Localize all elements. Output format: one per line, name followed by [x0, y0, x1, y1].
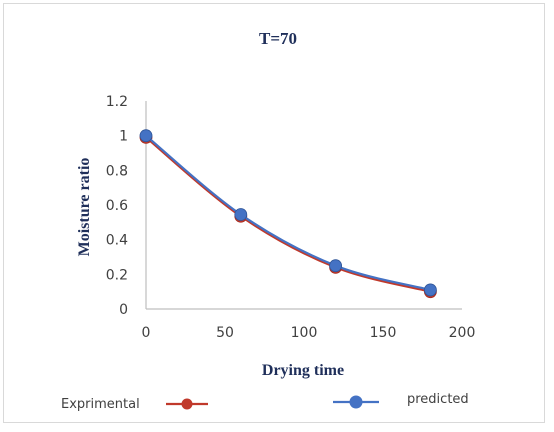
chart-frame [3, 3, 545, 423]
x-tick-label: 0 [142, 325, 151, 341]
legend-label-predicted: predicted [407, 392, 469, 407]
legend: Exprimental predicted [61, 392, 469, 412]
data-point-predicted [423, 283, 437, 297]
data-point-predicted [139, 129, 153, 143]
series-layer [139, 129, 437, 299]
y-tick-label: 0.2 [106, 267, 128, 283]
legend-marker-predicted [349, 395, 363, 409]
x-tick-label: 200 [449, 325, 476, 341]
y-tick-label: 0.4 [106, 233, 128, 249]
series-line-exprimental [145, 136, 431, 293]
x-axis-title: Drying time [262, 362, 344, 379]
y-tick-label: 0 [119, 302, 128, 318]
x-tick-label: 50 [216, 325, 234, 341]
x-tick-label: 100 [291, 325, 318, 341]
y-tick-label: 1 [119, 129, 128, 145]
x-tick-label: 150 [370, 325, 397, 341]
data-point-predicted [234, 208, 248, 221]
axes [145, 101, 462, 310]
chart-title: T=70 [259, 29, 297, 48]
y-tick-label: 1.2 [106, 94, 128, 110]
tick-labels: 0 50 100 150 200 0 0.2 0.4 0.6 0.8 1 1.2 [106, 94, 476, 341]
series-line-predicted [145, 134, 431, 291]
y-tick-label: 0.8 [106, 163, 128, 179]
y-axis-title: Moisture ratio [76, 158, 93, 257]
y-tick-label: 0.6 [106, 198, 128, 214]
legend-marker-exprimental [181, 398, 193, 410]
data-point-predicted [329, 259, 343, 273]
legend-label-exprimental: Exprimental [61, 397, 140, 412]
